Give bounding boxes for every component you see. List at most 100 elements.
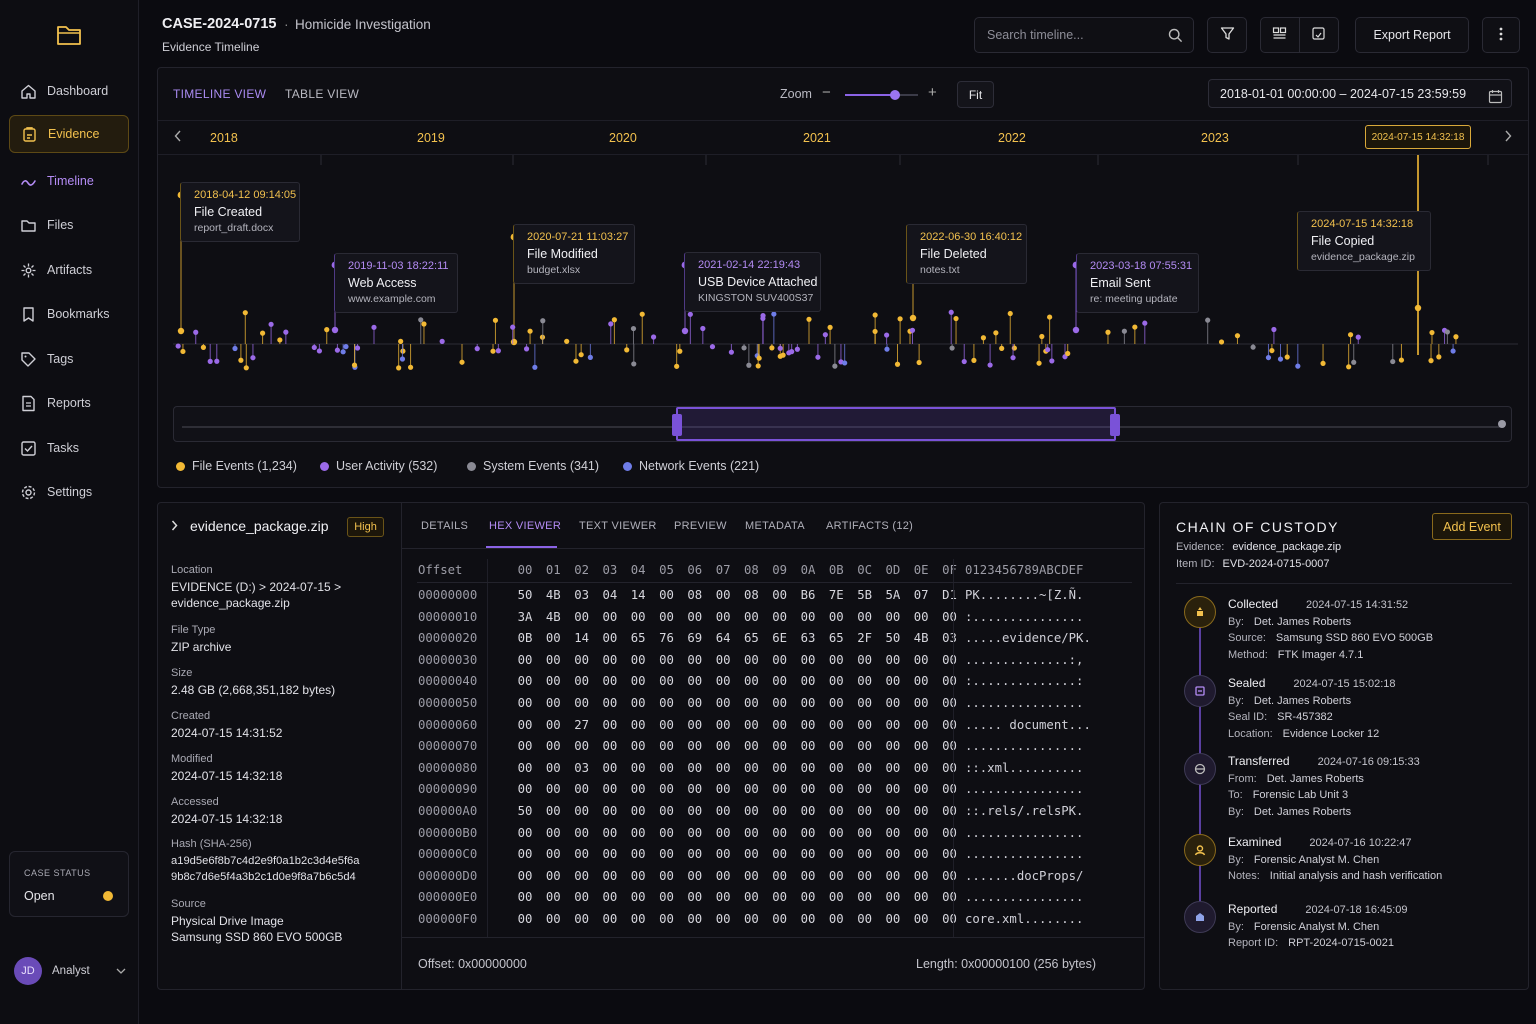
hex-byte[interactable]: 6E [772, 631, 788, 646]
hex-byte[interactable]: 00 [885, 739, 901, 754]
hex-byte[interactable]: 00 [828, 804, 844, 818]
evidence-header[interactable]: evidence_package.zip [171, 518, 329, 534]
hex-byte[interactable]: 00 [517, 739, 533, 754]
grid-view-button[interactable] [1261, 18, 1300, 52]
hex-byte[interactable]: 00 [687, 847, 703, 862]
hex-byte[interactable]: 00 [800, 717, 816, 732]
hex-byte[interactable]: 00 [687, 674, 703, 689]
event-card-file-deleted[interactable]: 2022-06-30 16:40:12 File Deleted notes.t… [906, 224, 1027, 284]
hex-byte[interactable]: 00 [659, 652, 674, 667]
legend-system-events[interactable]: System Events (341) [467, 459, 599, 473]
hex-byte[interactable]: 00 [885, 804, 901, 818]
hex-byte[interactable]: 00 [772, 912, 788, 926]
hex-byte[interactable]: 00 [574, 868, 589, 883]
sidebar-item-bookmarks[interactable]: Bookmarks [9, 295, 129, 333]
hex-byte[interactable]: 00 [800, 760, 816, 775]
hex-byte[interactable]: 08 [743, 588, 759, 602]
hex-byte[interactable]: 63 [800, 631, 816, 646]
hex-byte[interactable]: 00 [857, 782, 872, 797]
hex-byte[interactable]: 00 [800, 609, 816, 624]
event-card-email-sent[interactable]: 2023-03-18 07:55:31 Email Sent re: meeti… [1076, 253, 1199, 313]
hex-byte[interactable]: 00 [574, 825, 589, 840]
hex-byte[interactable]: 00 [800, 847, 816, 862]
hex-byte[interactable]: 00 [574, 890, 589, 905]
hex-byte[interactable]: 00 [687, 609, 703, 624]
folder-logo-icon[interactable] [55, 22, 83, 48]
hex-byte[interactable]: 00 [659, 912, 674, 926]
hex-byte[interactable]: 00 [545, 739, 561, 754]
zoom-slider-thumb[interactable] [889, 90, 900, 100]
hex-byte[interactable]: 00 [715, 760, 731, 775]
hex-byte[interactable]: 00 [743, 782, 759, 797]
hex-byte[interactable]: 50 [517, 588, 533, 602]
hex-byte[interactable]: 00 [715, 782, 731, 797]
sidebar-item-tasks[interactable]: Tasks [9, 429, 129, 467]
hex-byte[interactable]: 00 [545, 652, 561, 667]
hex-byte[interactable]: 00 [885, 652, 901, 667]
hex-byte[interactable]: 00 [857, 717, 872, 732]
hex-byte[interactable]: 00 [942, 609, 957, 624]
hex-byte[interactable]: 00 [574, 674, 589, 689]
hex-byte[interactable]: 00 [913, 804, 929, 818]
hex-byte[interactable]: 65 [743, 631, 759, 646]
zoom-out-button[interactable]: − [822, 84, 831, 101]
hex-byte[interactable]: 00 [545, 696, 561, 710]
tab-hex-viewer[interactable]: HEX VIEWER [489, 520, 562, 532]
hex-byte[interactable]: 00 [545, 782, 561, 797]
hex-byte[interactable]: 00 [630, 609, 646, 624]
hex-byte[interactable]: 4B [913, 631, 929, 646]
hex-byte[interactable]: 03 [574, 588, 589, 602]
hex-byte[interactable]: 76 [659, 631, 674, 646]
hex-byte[interactable]: 00 [715, 912, 731, 926]
hex-byte[interactable]: 00 [800, 739, 816, 754]
hex-byte[interactable]: 00 [828, 652, 844, 667]
tab-table-view[interactable]: TABLE VIEW [285, 87, 360, 101]
user-menu[interactable]: JD Analyst [14, 957, 126, 985]
hex-byte[interactable]: 00 [687, 739, 703, 754]
hex-byte[interactable]: 00 [545, 760, 561, 775]
minimap-selection[interactable] [672, 407, 1120, 441]
hex-byte[interactable]: 00 [715, 717, 731, 732]
hex-byte[interactable]: 00 [687, 804, 703, 818]
hex-byte[interactable]: 00 [885, 847, 901, 862]
hex-byte[interactable]: 00 [545, 890, 561, 905]
hex-byte[interactable]: 00 [659, 588, 674, 602]
hex-byte[interactable]: 00 [743, 609, 759, 624]
hex-byte[interactable]: 00 [913, 890, 929, 905]
hex-byte[interactable]: 50 [517, 804, 533, 818]
case-status-card[interactable]: CASE STATUS Open [9, 851, 129, 917]
hex-byte[interactable]: 00 [630, 739, 646, 754]
hex-byte[interactable]: 00 [942, 825, 957, 840]
hex-byte[interactable]: 00 [772, 652, 788, 667]
hex-byte[interactable]: 00 [913, 868, 929, 883]
hex-byte[interactable]: 00 [800, 804, 816, 818]
hex-byte[interactable]: 00 [602, 890, 618, 905]
hex-byte[interactable]: 5B [857, 588, 872, 602]
hex-byte[interactable]: 00 [743, 847, 759, 862]
hex-byte[interactable]: 00 [545, 868, 561, 883]
hex-byte[interactable]: 00 [659, 825, 674, 840]
hex-byte[interactable]: 00 [715, 674, 731, 689]
hex-byte[interactable]: 3A [517, 609, 533, 624]
hex-byte[interactable]: 00 [772, 588, 788, 602]
hex-byte[interactable]: 00 [857, 739, 872, 754]
hex-byte[interactable]: 00 [630, 825, 646, 840]
hex-byte[interactable]: 00 [715, 825, 731, 840]
sidebar-item-tags[interactable]: Tags [9, 340, 129, 378]
hex-byte[interactable]: 5A [885, 588, 901, 602]
hex-byte[interactable]: 00 [630, 696, 646, 710]
hex-byte[interactable]: 00 [942, 868, 957, 883]
hex-byte[interactable]: 00 [913, 696, 929, 710]
year-label[interactable]: 2021 [803, 131, 831, 145]
tab-details[interactable]: DETAILS [421, 520, 469, 532]
hex-byte[interactable]: 00 [630, 717, 646, 732]
hex-byte[interactable]: 00 [942, 890, 957, 905]
hex-byte[interactable]: 00 [942, 847, 957, 862]
hex-byte[interactable]: 00 [659, 890, 674, 905]
hex-byte[interactable]: 00 [574, 804, 589, 818]
hex-byte[interactable]: 00 [602, 696, 618, 710]
hex-byte[interactable]: 00 [574, 609, 589, 624]
hex-byte[interactable]: 00 [630, 912, 646, 926]
hex-byte[interactable]: 00 [545, 717, 561, 732]
hex-byte[interactable]: 00 [602, 652, 618, 667]
